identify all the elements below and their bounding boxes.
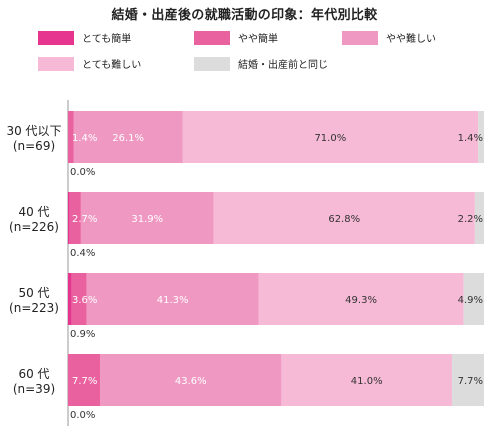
bar-segment <box>451 354 484 406</box>
legend: とても簡単 やや簡単 やや難しいとても難しい 結婚・出産前と同じ <box>0 0 489 80</box>
data-label: 2.7% <box>72 214 97 225</box>
data-label: 7.7% <box>458 376 483 387</box>
data-label: 41.3% <box>157 295 189 306</box>
bar-segment <box>474 192 484 244</box>
data-label: 0.0% <box>70 410 95 421</box>
data-label: 0.0% <box>70 167 95 178</box>
category-n-label: (n=223) <box>9 301 59 315</box>
bar-segment <box>86 273 259 325</box>
bar-segment <box>68 354 101 406</box>
data-label: 71.0% <box>314 133 346 144</box>
category-label: 60 代 <box>18 367 49 381</box>
bar-segment <box>68 111 74 163</box>
legend-label: 結婚・出産前と同じ <box>238 60 328 71</box>
data-label: 1.4% <box>72 133 97 144</box>
legend-item: やや簡単 <box>194 30 278 45</box>
bar-segment <box>463 273 484 325</box>
category-n-label: (n=69) <box>13 139 55 153</box>
data-label: 43.6% <box>175 376 207 387</box>
category-label: 50 代 <box>18 286 49 300</box>
legend-label: やや難しい <box>386 34 436 45</box>
category-n-label: (n=39) <box>13 382 55 396</box>
bar-segment <box>71 273 87 325</box>
data-label: 26.1% <box>112 133 144 144</box>
bar-segment <box>213 192 475 244</box>
bar-segment <box>80 192 214 244</box>
category-label: 30 代以下 <box>6 124 61 138</box>
legend-label: とても簡単 <box>82 34 132 45</box>
data-label: 41.0% <box>351 376 383 387</box>
data-label: 62.8% <box>328 214 360 225</box>
bar-segment <box>258 273 464 325</box>
legend-swatch <box>38 56 74 71</box>
data-label: 1.4% <box>458 133 483 144</box>
legend-item: とても簡単 <box>38 30 131 45</box>
legend-item: とても難しい <box>38 56 141 71</box>
data-label: 2.2% <box>458 214 483 225</box>
bar-segment <box>68 273 72 325</box>
legend-item: やや難しい <box>342 30 436 45</box>
data-label: 31.9% <box>131 214 163 225</box>
bar-segment <box>68 192 70 244</box>
bar-segment <box>73 111 183 163</box>
legend-swatch <box>194 56 230 71</box>
legend-label: やや簡単 <box>238 34 278 45</box>
bar-segment <box>100 354 282 406</box>
data-label: 4.9% <box>458 295 483 306</box>
category-n-label: (n=226) <box>9 220 59 234</box>
legend-item: 結婚・出産前と同じ <box>194 56 328 71</box>
data-label: 3.6% <box>72 295 97 306</box>
category-label: 40 代 <box>18 205 49 219</box>
data-label: 0.4% <box>70 248 95 259</box>
data-label: 0.9% <box>70 329 95 340</box>
data-label: 49.3% <box>345 295 377 306</box>
bar-segment <box>281 354 452 406</box>
bar-segment <box>69 192 81 244</box>
legend-swatch <box>194 30 230 45</box>
bar-segment <box>182 111 479 163</box>
legend-label: とても難しい <box>82 60 142 71</box>
legend-swatch <box>342 30 378 45</box>
data-label: 7.7% <box>72 376 97 387</box>
legend-swatch <box>38 30 74 45</box>
bar-segment <box>478 111 484 163</box>
chart-title: 結婚・出産後の就職活動の印象：年代別比較 <box>111 8 378 23</box>
